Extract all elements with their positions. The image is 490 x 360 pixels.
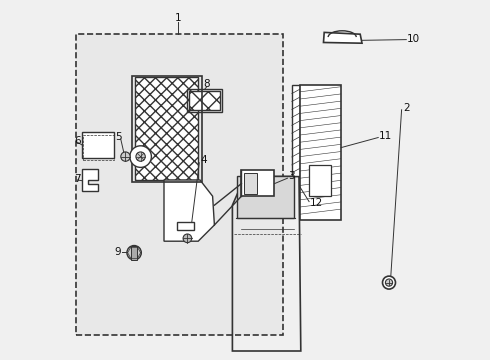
Text: 7: 7 <box>74 174 81 184</box>
Text: 4: 4 <box>200 155 207 165</box>
Circle shape <box>383 276 395 289</box>
Polygon shape <box>323 32 362 43</box>
Circle shape <box>130 146 151 167</box>
Polygon shape <box>164 180 215 241</box>
Polygon shape <box>176 222 194 230</box>
Circle shape <box>183 234 192 243</box>
Bar <box>187 89 222 112</box>
Bar <box>244 173 257 194</box>
Circle shape <box>127 246 141 260</box>
Text: 11: 11 <box>379 131 392 141</box>
Text: 8: 8 <box>203 78 210 89</box>
Text: 2: 2 <box>403 103 410 113</box>
Bar <box>300 85 341 220</box>
Bar <box>132 76 202 182</box>
Text: 6: 6 <box>74 136 81 146</box>
Text: 9: 9 <box>114 247 121 257</box>
Text: 5: 5 <box>115 132 122 142</box>
Bar <box>292 85 300 176</box>
Text: 3: 3 <box>288 171 295 181</box>
Text: 12: 12 <box>310 198 323 208</box>
Bar <box>242 170 274 196</box>
Bar <box>131 246 137 260</box>
Bar <box>189 91 220 110</box>
Text: 1: 1 <box>175 13 182 23</box>
Polygon shape <box>237 176 294 218</box>
Circle shape <box>136 152 145 161</box>
Text: 10: 10 <box>407 33 420 44</box>
Circle shape <box>121 152 130 161</box>
Bar <box>76 34 283 335</box>
Polygon shape <box>82 169 98 191</box>
Bar <box>82 132 114 158</box>
Bar <box>309 165 331 196</box>
Bar <box>135 77 198 180</box>
Bar <box>83 135 114 160</box>
Circle shape <box>386 279 392 286</box>
